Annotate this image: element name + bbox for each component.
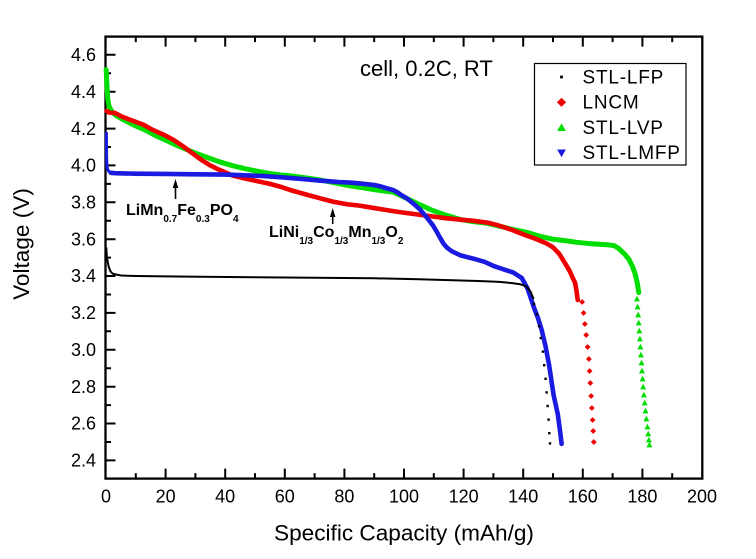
svg-text:cell, 0.2C, RT: cell, 0.2C, RT <box>360 56 493 81</box>
svg-text:80: 80 <box>334 487 354 507</box>
svg-text:3.4: 3.4 <box>71 266 96 286</box>
svg-text:3.6: 3.6 <box>71 229 96 249</box>
svg-text:STL-LVP: STL-LVP <box>583 118 664 139</box>
svg-text:4.2: 4.2 <box>71 119 96 139</box>
svg-text:Specific Capacity (mAh/g): Specific Capacity (mAh/g) <box>274 521 534 546</box>
svg-text:2.4: 2.4 <box>71 451 96 471</box>
svg-text:LNCM: LNCM <box>583 93 640 114</box>
svg-text:160: 160 <box>568 487 598 507</box>
svg-text:4.6: 4.6 <box>71 45 96 65</box>
svg-text:120: 120 <box>449 487 479 507</box>
svg-text:2.6: 2.6 <box>71 414 96 434</box>
svg-text:3.0: 3.0 <box>71 340 96 360</box>
svg-text:3.2: 3.2 <box>71 303 96 323</box>
svg-text:100: 100 <box>389 487 419 507</box>
svg-text:STL-LFP: STL-LFP <box>583 67 665 88</box>
svg-text:4.0: 4.0 <box>71 156 96 176</box>
svg-text:40: 40 <box>215 487 235 507</box>
svg-text:3.8: 3.8 <box>71 193 96 213</box>
svg-text:Voltage (V): Voltage (V) <box>9 188 34 300</box>
svg-text:4.4: 4.4 <box>71 82 96 102</box>
svg-text:60: 60 <box>275 487 295 507</box>
svg-text:0: 0 <box>101 487 111 507</box>
svg-text:20: 20 <box>156 487 176 507</box>
svg-text:200: 200 <box>687 487 717 507</box>
svg-text:STL-LMFP: STL-LMFP <box>583 143 681 164</box>
svg-text:180: 180 <box>627 487 657 507</box>
svg-text:2.8: 2.8 <box>71 377 96 397</box>
svg-text:140: 140 <box>508 487 538 507</box>
